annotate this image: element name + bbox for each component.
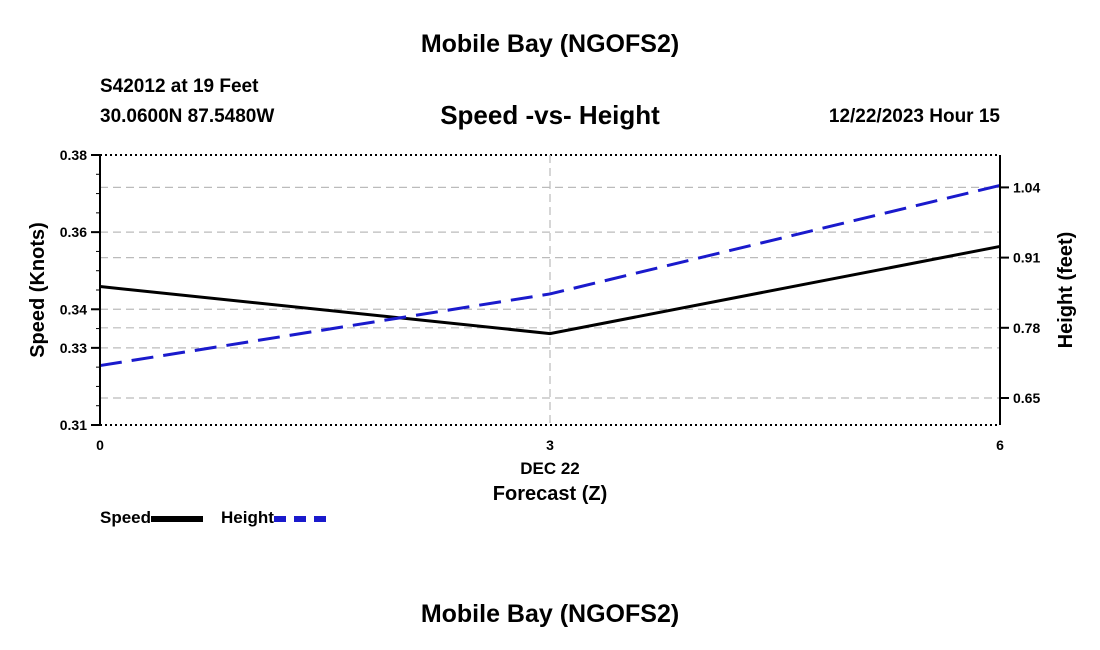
chart-title: Mobile Bay (NGOFS2) xyxy=(420,30,680,58)
y-tick-label: 0.38 xyxy=(60,147,87,163)
y-tick-label: 0.33 xyxy=(60,340,87,356)
series-line-height xyxy=(99,183,1001,368)
legend-speed-swatch xyxy=(151,516,204,522)
x-date-label: DEC 22 xyxy=(520,459,580,478)
legend-speed-label: Speed xyxy=(100,508,152,527)
y2-tick-label: 0.78 xyxy=(1013,320,1040,336)
y-tick-label: 0.36 xyxy=(60,224,87,240)
forecast-datetime: 12/22/2023 Hour 15 xyxy=(828,106,1000,127)
station-label: S42012 at 19 Feet xyxy=(100,76,259,97)
x-axis-title: Forecast (Z) xyxy=(493,483,607,505)
legend-height-swatch xyxy=(273,516,326,522)
chart-legend: Speed Height xyxy=(100,508,344,528)
y2-tick-label: 0.91 xyxy=(1013,250,1040,266)
series-layer xyxy=(99,183,1001,368)
chart-subtitle: Speed -vs- Height xyxy=(440,100,660,130)
legend-height-label: Height xyxy=(221,508,274,527)
grid-layer xyxy=(100,154,1000,426)
axes-layer: 0.31 0.33 0.34 0.36 0.38 0.65 0.78 0.91 1.04 0 3 6 xyxy=(60,147,1041,453)
y-tick-label: 0.31 xyxy=(60,417,87,433)
y-axis-title: Speed (Knots) xyxy=(27,222,49,358)
y-tick-label: 0.34 xyxy=(60,301,87,317)
x-tick-label: 3 xyxy=(546,437,554,453)
series-line-speed xyxy=(99,244,1001,336)
x-tick-label: 6 xyxy=(996,437,1004,453)
y2-axis-title: Height (feet) xyxy=(1055,232,1077,349)
x-tick-label: 0 xyxy=(96,437,104,453)
y2-tick-label: 1.04 xyxy=(1013,179,1040,195)
station-coordinates: 30.0600N 87.5480W xyxy=(100,106,275,127)
y2-tick-label: 0.65 xyxy=(1013,390,1040,406)
footer-title: Mobile Bay (NGOFS2) xyxy=(420,600,680,628)
